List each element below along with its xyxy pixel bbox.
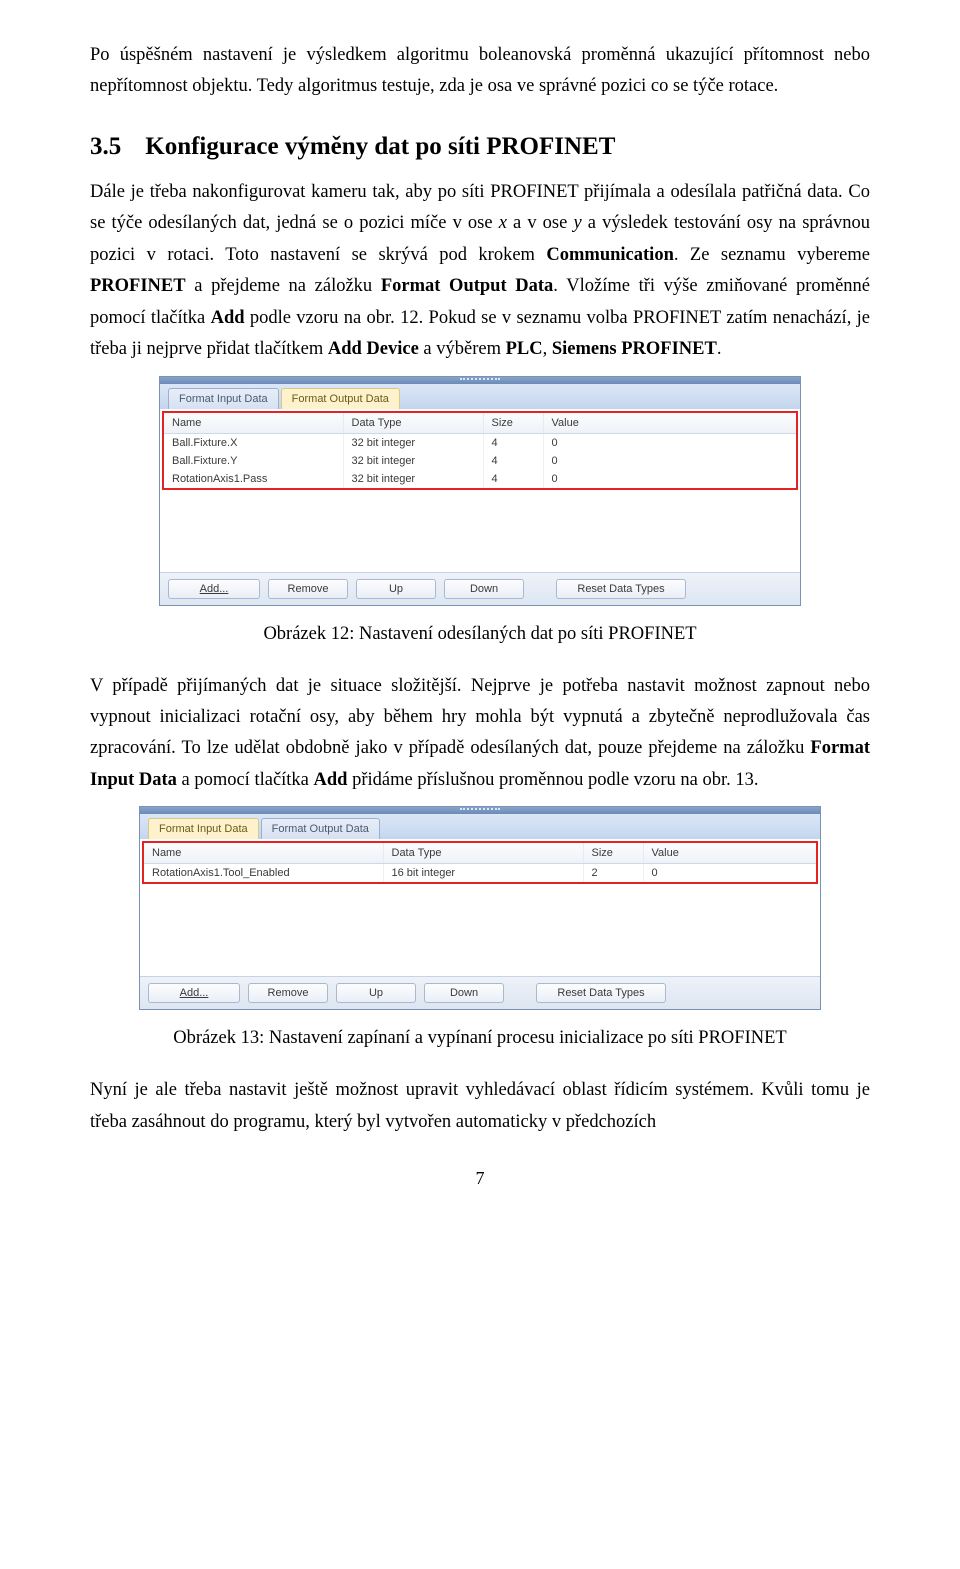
kw-profinet: PROFINET	[90, 276, 186, 296]
cell-name: Ball.Fixture.Y	[163, 452, 343, 470]
kw-communication: Communication	[546, 245, 673, 265]
col-value[interactable]: Value	[543, 412, 797, 434]
cell-value: 0	[643, 864, 817, 884]
text: a pomocí tlačítka	[177, 770, 314, 790]
kw-add-device: Add Device	[328, 339, 419, 359]
col-datatype[interactable]: Data Type	[343, 412, 483, 434]
cell-name: RotationAxis1.Pass	[163, 470, 343, 489]
text: . Ze seznamu vybereme	[674, 245, 870, 265]
cell-value: 0	[543, 452, 797, 470]
col-size[interactable]: Size	[583, 842, 643, 864]
heading-text: Konfigurace výměny dat po síti PROFINET	[145, 133, 615, 161]
up-button[interactable]: Up	[356, 579, 436, 599]
table-row[interactable]: RotationAxis1.Tool_Enabled 16 bit intege…	[143, 864, 817, 884]
paragraph-3: V případě přijímaných dat je situace slo…	[90, 671, 870, 797]
down-button[interactable]: Down	[424, 983, 504, 1003]
text: přidáme příslušnou proměnnou podle vzoru…	[347, 770, 758, 790]
reset-button[interactable]: Reset Data Types	[536, 983, 666, 1003]
table-wrap: Name Data Type Size Value RotationAxis1.…	[140, 841, 820, 976]
kw-format-output: Format Output Data	[381, 276, 553, 296]
cell-name: RotationAxis1.Tool_Enabled	[143, 864, 383, 884]
cell-type: 16 bit integer	[383, 864, 583, 884]
text: a výběrem	[419, 339, 506, 359]
down-button[interactable]: Down	[444, 579, 524, 599]
input-data-table: Name Data Type Size Value RotationAxis1.…	[142, 841, 818, 884]
table-row[interactable]: Ball.Fixture.X 32 bit integer 4 0	[163, 433, 797, 452]
kw-siemens: Siemens PROFINET	[552, 339, 717, 359]
reset-button[interactable]: Reset Data Types	[556, 579, 686, 599]
cell-size: 4	[483, 452, 543, 470]
panel-grip	[140, 807, 820, 814]
remove-button[interactable]: Remove	[248, 983, 328, 1003]
var-x: x	[499, 213, 507, 233]
table-row[interactable]: RotationAxis1.Pass 32 bit integer 4 0	[163, 470, 797, 489]
table-blank-area	[140, 886, 820, 976]
figure-12-caption: Obrázek 12: Nastavení odesílaných dat po…	[90, 624, 870, 645]
kw-plc: PLC	[506, 339, 543, 359]
paragraph-2: Dále je třeba nakonfigurovat kameru tak,…	[90, 177, 870, 366]
input-data-panel: Format Input Data Format Output Data Nam…	[139, 806, 821, 1010]
col-value[interactable]: Value	[643, 842, 817, 864]
output-data-table: Name Data Type Size Value Ball.Fixture.X…	[162, 411, 798, 490]
text: a přejdeme na záložku	[186, 276, 381, 296]
kw-add: Add	[314, 770, 348, 790]
button-bar: Add... Remove Up Down Reset Data Types	[140, 976, 820, 1009]
tab-format-output[interactable]: Format Output Data	[281, 388, 400, 409]
cell-value: 0	[543, 470, 797, 489]
cell-type: 32 bit integer	[343, 470, 483, 489]
text: V případě přijímaných dat je situace slo…	[90, 676, 870, 759]
figure-13: Format Input Data Format Output Data Nam…	[90, 806, 870, 1010]
paragraph-1: Po úspěšném nastavení je výsledkem algor…	[90, 40, 870, 103]
page: Po úspěšném nastavení je výsledkem algor…	[0, 0, 960, 1219]
table-header-row: Name Data Type Size Value	[143, 842, 817, 864]
panel-grip	[160, 377, 800, 384]
paragraph-4: Nyní je ale třeba nastavit ještě možnost…	[90, 1075, 870, 1138]
tab-strip: Format Input Data Format Output Data	[160, 384, 800, 409]
cell-type: 32 bit integer	[343, 452, 483, 470]
table-wrap: Name Data Type Size Value Ball.Fixture.X…	[160, 411, 800, 572]
up-button[interactable]: Up	[336, 983, 416, 1003]
remove-button[interactable]: Remove	[268, 579, 348, 599]
add-button[interactable]: Add...	[168, 579, 260, 599]
page-number: 7	[90, 1168, 870, 1189]
cell-size: 4	[483, 470, 543, 489]
table-header-row: Name Data Type Size Value	[163, 412, 797, 434]
col-name[interactable]: Name	[163, 412, 343, 434]
tab-format-input[interactable]: Format Input Data	[168, 388, 279, 409]
cell-size: 4	[483, 433, 543, 452]
output-data-panel: Format Input Data Format Output Data Nam…	[159, 376, 801, 606]
add-button[interactable]: Add...	[148, 983, 240, 1003]
figure-13-caption: Obrázek 13: Nastavení zapínaní a vypínan…	[90, 1028, 870, 1049]
col-size[interactable]: Size	[483, 412, 543, 434]
cell-value: 0	[543, 433, 797, 452]
text: .	[717, 339, 722, 359]
tab-format-input[interactable]: Format Input Data	[148, 818, 259, 839]
text: ,	[543, 339, 552, 359]
cell-name: Ball.Fixture.X	[163, 433, 343, 452]
table-blank-area	[160, 492, 800, 572]
button-bar: Add... Remove Up Down Reset Data Types	[160, 572, 800, 605]
kw-add: Add	[211, 308, 245, 328]
text: a v ose	[507, 213, 574, 233]
col-name[interactable]: Name	[143, 842, 383, 864]
figure-12: Format Input Data Format Output Data Nam…	[90, 376, 870, 606]
tab-format-output[interactable]: Format Output Data	[261, 818, 380, 839]
heading-number: 3.5	[90, 133, 121, 161]
section-heading: 3.5 Konfigurace výměny dat po síti PROFI…	[90, 133, 870, 161]
cell-type: 32 bit integer	[343, 433, 483, 452]
table-row[interactable]: Ball.Fixture.Y 32 bit integer 4 0	[163, 452, 797, 470]
tab-strip: Format Input Data Format Output Data	[140, 814, 820, 839]
cell-size: 2	[583, 864, 643, 884]
var-y: y	[573, 213, 581, 233]
col-datatype[interactable]: Data Type	[383, 842, 583, 864]
